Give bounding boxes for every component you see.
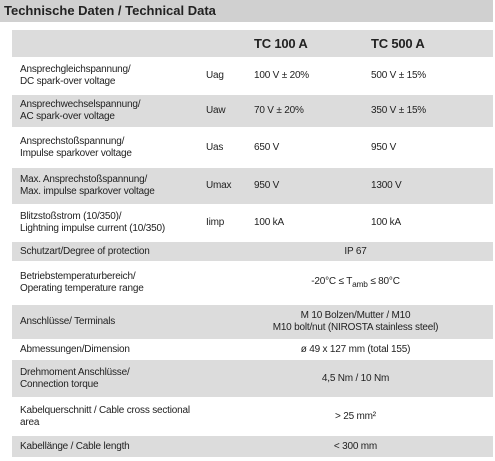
value: -20°C ≤ Tamb ≤ 80°C (248, 276, 463, 290)
row-label: DC spark-over voltage (20, 76, 116, 87)
row-label: area (20, 416, 40, 428)
table-cell: > 25 mm² (248, 398, 493, 436)
row-label: Max. impulse sparkover voltage (20, 186, 155, 197)
value: 500 V ± 15% (371, 70, 426, 81)
table-cell: Abmessungen/Dimension (12, 340, 198, 360)
table-cell: 650 V (248, 128, 365, 168)
row-label: AC spark-over voltage (20, 111, 115, 122)
column-header: TC 500 A (371, 35, 425, 51)
row-label: Ansprechgleichspannung/ (20, 64, 131, 75)
table-cell: 100 kA (248, 205, 365, 242)
value: 100 kA (254, 217, 284, 228)
row-label: Max. Ansprechstoßspannung/ (20, 174, 148, 185)
value-part: amb (352, 279, 368, 289)
table-cell: TC 100 A (248, 30, 365, 58)
table-cell: 950 V (248, 168, 365, 205)
table-cell: Betriebstemperaturbereich/Operating temp… (12, 262, 198, 305)
table-cell: 350 V ± 15% (365, 95, 493, 128)
table-cell (198, 262, 248, 305)
value-part: -20°C ≤ T (311, 276, 353, 287)
value: < 300 mm (333, 440, 378, 452)
value: 4,5 Nm / 10 Nm (321, 372, 390, 384)
table-cell: 100 V ± 20% (248, 58, 365, 95)
table-cell: 70 V ± 20% (248, 95, 365, 128)
value: 100 V ± 20% (254, 70, 309, 81)
value: 950 V (254, 180, 280, 191)
table-cell: TC 500 A (365, 30, 493, 58)
table-cell: Ansprechgleichspannung/DC spark-over vol… (12, 58, 198, 95)
value: 650 V (254, 141, 280, 153)
row-label: Ansprechwechselspannung/ (20, 99, 141, 110)
table-cell: ø 49 x 127 mm (total 155) (248, 340, 493, 360)
value: 950 V (371, 141, 397, 153)
column-header: TC 100 A (254, 35, 308, 51)
row-label: Kabellänge / Cable length (20, 440, 130, 452)
table-cell: Uas (198, 128, 248, 168)
table-cell: Uag (198, 58, 248, 95)
value: 350 V ± 15% (371, 105, 426, 116)
row-label: Ansprechstoßspannung/ (20, 135, 125, 147)
symbol: Iimp (206, 217, 225, 228)
row-label: Betriebstemperaturbereich/ (20, 271, 136, 282)
table-cell: -20°C ≤ Tamb ≤ 80°C (248, 262, 493, 305)
table-cell: 4,5 Nm / 10 Nm (248, 360, 493, 398)
value: ø 49 x 127 mm (total 155) (300, 343, 411, 355)
table-cell: Drehmoment Anschlüsse/Connection torque (12, 360, 198, 398)
table-cell: Ansprechwechselspannung/AC spark-over vo… (12, 95, 198, 128)
row-label: Operating temperature range (20, 283, 144, 294)
table-cell: Anschlüsse/ Terminals (12, 305, 198, 340)
row-label: Drehmoment Anschlüsse/ (20, 366, 130, 378)
symbol: Umax (206, 180, 232, 191)
table-cell: 100 kA (365, 205, 493, 242)
table-cell: 1300 V (365, 168, 493, 205)
symbol: Uas (206, 141, 224, 153)
value: 100 kA (371, 217, 401, 228)
row-label: Schutzart/Degree of protection (20, 245, 150, 257)
table-cell (198, 242, 248, 262)
table-cell: 500 V ± 15% (365, 58, 493, 95)
table-cell: Schutzart/Degree of protection (12, 242, 198, 262)
row-label: Abmessungen/Dimension (20, 343, 130, 355)
table-cell (198, 305, 248, 340)
value: 70 V ± 20% (254, 105, 304, 116)
table-cell: Umax (198, 168, 248, 205)
row-label: Impulse sparkover voltage (20, 147, 132, 159)
table-cell: Ansprechstoßspannung/Impulse sparkover v… (12, 128, 198, 168)
row-label: Lightning impulse current (10/350) (20, 223, 165, 234)
value: 1300 V (371, 180, 402, 191)
table-cell (198, 360, 248, 398)
value: M 10 Bolzen/Mutter / M10 (300, 310, 411, 321)
table-cell (198, 398, 248, 436)
table-cell (12, 30, 248, 58)
table-cell (198, 340, 248, 360)
table-cell: Kabellänge / Cable length (12, 436, 198, 458)
title: Technische Daten / Technical Data (0, 0, 493, 22)
symbol: Uag (206, 70, 224, 81)
table-cell: 950 V (365, 128, 493, 168)
table-cell: M 10 Bolzen/Mutter / M10 M10 bolt/nut (NI… (248, 305, 493, 340)
table-cell: Kabelquerschnitt / Cable cross sectional… (12, 398, 198, 436)
symbol: Uaw (206, 105, 226, 116)
row-label: Anschlüsse/ Terminals (20, 316, 116, 327)
table-cell: IP 67 (248, 242, 493, 262)
table-cell: Max. Ansprechstoßspannung/Max. impulse s… (12, 168, 198, 205)
table-cell: Iimp (198, 205, 248, 242)
row-label: Connection torque (20, 378, 99, 390)
table-cell: Blitzstoßstrom (10/350)/Lightning impuls… (12, 205, 198, 242)
value: > 25 mm² (335, 410, 376, 422)
row-label: Kabelquerschnitt / Cable cross sectional (20, 404, 190, 416)
table-cell (198, 436, 248, 458)
row-label: Blitzstoßstrom (10/350)/ (20, 211, 122, 222)
table-cell: < 300 mm (248, 436, 493, 458)
value: M10 bolt/nut (NIROSTA stainless steel) (272, 322, 439, 333)
value-part: ≤ 80°C (367, 276, 400, 287)
value: IP 67 (344, 245, 367, 257)
table-cell: Uaw (198, 95, 248, 128)
